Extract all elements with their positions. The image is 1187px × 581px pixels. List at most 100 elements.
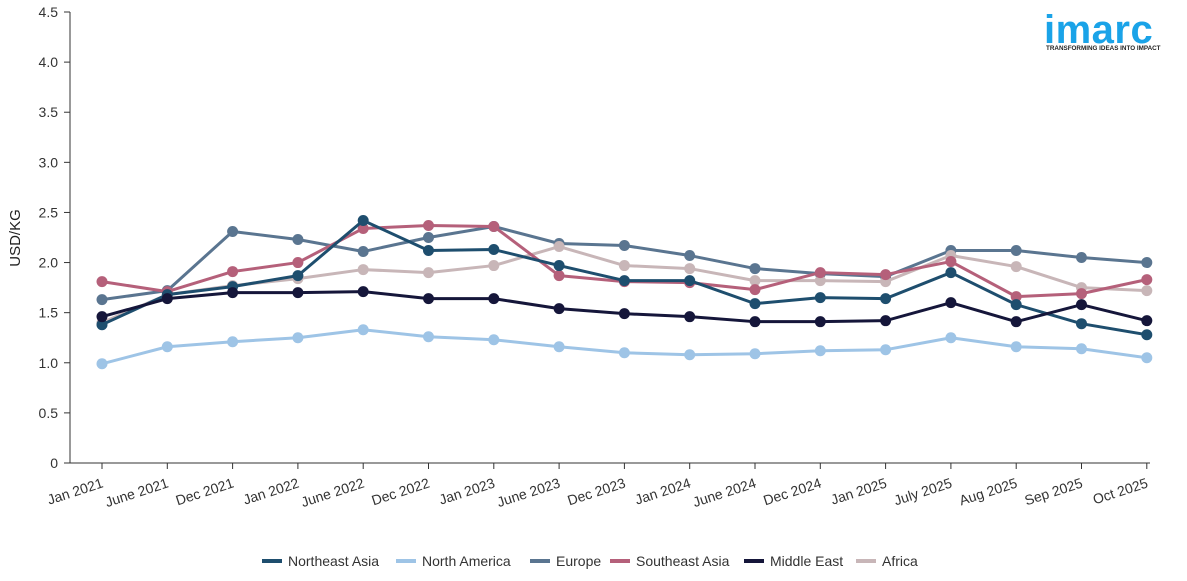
data-point[interactable]	[749, 316, 761, 328]
data-point[interactable]	[1010, 261, 1022, 273]
data-point[interactable]	[488, 260, 500, 272]
data-point[interactable]	[749, 298, 761, 310]
data-point[interactable]	[357, 214, 369, 226]
x-tick-label: June 2021	[103, 475, 170, 510]
data-point[interactable]	[618, 240, 630, 252]
data-point[interactable]	[488, 220, 500, 232]
legend: Northeast Asia North America Europe Southea…	[262, 553, 918, 569]
data-point[interactable]	[880, 344, 892, 356]
data-point[interactable]	[96, 294, 108, 306]
data-point[interactable]	[880, 293, 892, 305]
data-point[interactable]	[618, 275, 630, 287]
data-point[interactable]	[1010, 245, 1022, 257]
data-point[interactable]	[749, 263, 761, 275]
data-point[interactable]	[292, 332, 304, 344]
data-point[interactable]	[814, 345, 826, 357]
data-point[interactable]	[814, 267, 826, 279]
data-point[interactable]	[1141, 315, 1153, 327]
data-point[interactable]	[423, 293, 434, 305]
data-point[interactable]	[945, 332, 957, 344]
legend-item-north-america[interactable]: North America	[396, 553, 511, 569]
y-tick-label: 0	[50, 455, 58, 471]
data-point[interactable]	[1141, 352, 1153, 364]
data-point[interactable]	[292, 287, 304, 299]
data-point[interactable]	[1010, 341, 1022, 353]
data-point[interactable]	[1010, 299, 1022, 311]
data-point[interactable]	[227, 336, 239, 348]
data-point[interactable]	[488, 293, 500, 305]
data-point[interactable]	[96, 319, 108, 331]
legend-item-southeast-asia[interactable]: Southeast Asia	[610, 553, 730, 569]
data-point[interactable]	[292, 270, 304, 282]
data-point[interactable]	[227, 287, 239, 299]
data-point[interactable]	[1141, 285, 1153, 297]
data-point[interactable]	[292, 257, 304, 269]
data-point[interactable]	[227, 266, 239, 278]
data-point[interactable]	[292, 234, 304, 246]
data-point[interactable]	[553, 341, 565, 353]
data-point[interactable]	[161, 293, 173, 305]
data-point[interactable]	[96, 358, 108, 370]
data-point[interactable]	[488, 334, 500, 346]
data-point[interactable]	[553, 270, 565, 282]
data-point[interactable]	[1076, 343, 1087, 355]
data-point[interactable]	[945, 256, 957, 268]
data-point[interactable]	[618, 347, 630, 359]
data-point[interactable]	[684, 311, 696, 323]
data-point[interactable]	[618, 308, 630, 320]
data-point[interactable]	[749, 348, 761, 360]
data-point[interactable]	[945, 297, 957, 309]
data-point[interactable]	[1010, 291, 1022, 303]
data-point[interactable]	[423, 331, 434, 343]
data-point[interactable]	[1076, 252, 1087, 264]
data-point[interactable]	[357, 222, 369, 234]
legend-item-middle-east[interactable]: Middle East	[744, 553, 843, 569]
x-tick-label: Jan 2021	[45, 475, 105, 508]
data-point[interactable]	[553, 241, 565, 253]
data-point[interactable]	[161, 341, 173, 353]
data-point[interactable]	[1141, 329, 1153, 341]
data-point[interactable]	[553, 303, 565, 315]
data-point[interactable]	[684, 263, 696, 275]
data-point[interactable]	[880, 315, 892, 327]
data-point[interactable]	[814, 316, 826, 328]
data-point[interactable]	[423, 245, 434, 257]
data-point[interactable]	[357, 246, 369, 258]
data-point[interactable]	[423, 232, 434, 243]
x-tick-label: Aug 2025	[957, 475, 1019, 509]
data-point[interactable]	[1010, 316, 1022, 328]
data-point[interactable]	[488, 244, 500, 256]
data-point[interactable]	[684, 275, 696, 287]
data-point[interactable]	[1076, 288, 1087, 300]
data-point[interactable]	[423, 267, 434, 279]
data-point[interactable]	[814, 275, 826, 287]
data-point[interactable]	[357, 286, 369, 298]
data-point[interactable]	[945, 267, 957, 279]
data-point[interactable]	[1076, 299, 1087, 311]
data-point[interactable]	[423, 219, 434, 231]
series-north-america	[96, 324, 1153, 370]
legend-item-europe[interactable]: Europe	[530, 553, 601, 569]
data-point[interactable]	[357, 324, 369, 336]
y-tick-label: 1.5	[39, 305, 59, 321]
data-point[interactable]	[357, 264, 369, 276]
legend-item-northeast-asia[interactable]: Northeast Asia	[262, 553, 379, 569]
data-point[interactable]	[96, 311, 108, 323]
data-point[interactable]	[1076, 318, 1087, 330]
data-point[interactable]	[814, 292, 826, 304]
data-point[interactable]	[618, 260, 630, 272]
data-point[interactable]	[684, 349, 696, 361]
y-tick-label: 3.5	[39, 104, 59, 120]
data-point[interactable]	[553, 260, 565, 272]
data-point[interactable]	[227, 225, 239, 237]
data-point[interactable]	[96, 276, 108, 288]
data-point[interactable]	[1141, 274, 1153, 286]
legend-item-africa[interactable]: Africa	[856, 553, 918, 569]
x-tick-label: Dec 2022	[369, 475, 431, 509]
data-point[interactable]	[684, 250, 696, 262]
data-point[interactable]	[749, 275, 761, 287]
data-point[interactable]	[1141, 257, 1153, 269]
data-point[interactable]	[880, 269, 892, 281]
data-point[interactable]	[749, 284, 761, 296]
y-tick-label: 4.0	[39, 54, 59, 70]
